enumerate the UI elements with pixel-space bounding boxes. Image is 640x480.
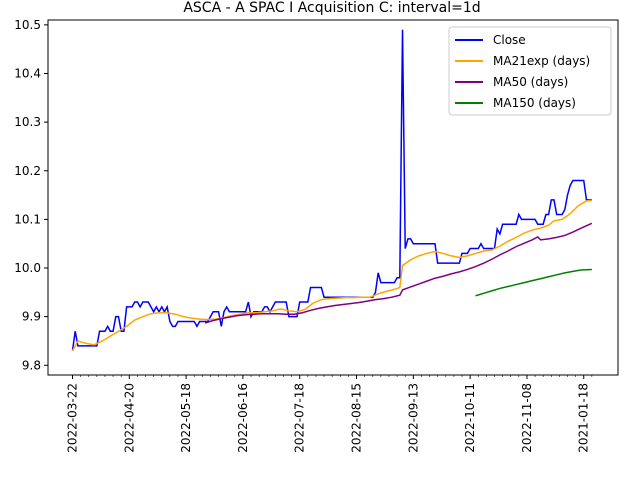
- y-tick-label: 9.8: [22, 358, 41, 372]
- y-tick-label: 10.3: [14, 115, 41, 129]
- legend: Close MA21exp (days) MA50 (days) MA150 (day…: [448, 26, 612, 116]
- x-tick-label: 2022-06-16: [236, 383, 250, 453]
- series-line-2: [204, 222, 593, 324]
- x-tick-label: 2022-04-20: [122, 383, 136, 453]
- x-tick-label: 2022-07-18: [293, 383, 307, 453]
- legend-label: MA21exp (days): [493, 54, 590, 68]
- series-lines: [71, 29, 593, 352]
- series-line-1: [71, 199, 592, 352]
- x-tick-label: 2022-10-11: [463, 383, 477, 453]
- y-tick-label: 10.2: [14, 164, 41, 178]
- plot-frame: [47, 19, 619, 376]
- legend-label: MA150 (days): [493, 96, 576, 110]
- x-tick-label: 2022-03-22: [66, 383, 80, 453]
- y-tick-label: 10.1: [14, 212, 41, 226]
- series-line-3: [475, 268, 592, 297]
- y-axis: 9.8 9.9 10.0 10.1 10.2 10.3 10.4 10.5: [14, 18, 48, 372]
- y-tick-label: 9.9: [22, 310, 41, 324]
- y-tick-label: 10.5: [14, 18, 41, 32]
- x-axis: 2022-03-22 2022-04-20 2022-05-18 2022-06-16…: [66, 375, 593, 453]
- y-tick-label: 10.4: [14, 66, 41, 80]
- x-tick-label: 2022-11-08: [520, 383, 534, 453]
- legend-label: MA50 (days): [493, 75, 568, 89]
- series-line-0: [71, 29, 592, 351]
- legend-label: Close: [493, 33, 526, 47]
- chart-title: ASCA - A SPAC I Acquisition C: interval=…: [183, 0, 480, 16]
- x-tick-label: 2022-08-15: [350, 383, 364, 453]
- x-tick-label: 2022-05-18: [179, 383, 193, 453]
- x-tick-label: 2021-01-18: [577, 383, 591, 453]
- y-tick-label: 10.0: [14, 261, 41, 275]
- x-tick-label: 2022-09-13: [406, 383, 420, 453]
- legend-box: [448, 26, 612, 116]
